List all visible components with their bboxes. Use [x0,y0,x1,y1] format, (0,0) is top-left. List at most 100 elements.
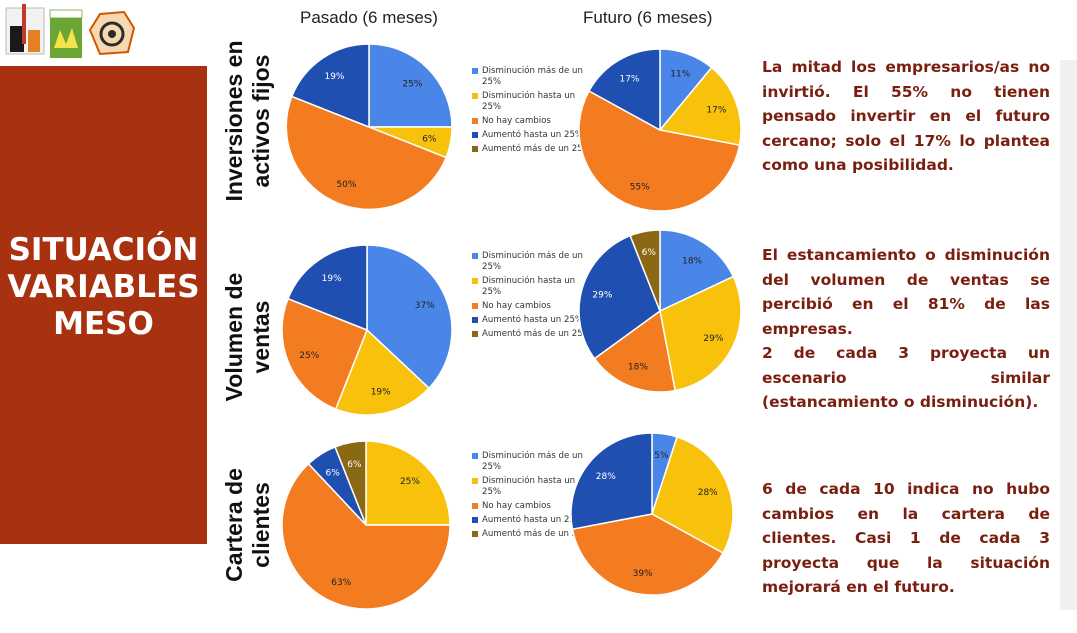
legend-item: Aumentó más de un 25% [472,529,592,540]
side-title: SITUACIÓN VARIABLES MESO [7,232,199,343]
pie-slice [281,462,451,610]
legend-item: Aumentó hasta un 25% [472,515,592,526]
legend-swatch [472,68,478,74]
pie-data-label: 19% [324,72,344,82]
agronomy-logo [49,9,83,58]
pie-chart-3: 37% 19% 25% 19% [281,244,453,416]
legend-swatch [472,278,478,284]
pie-data-label: 28% [698,488,718,498]
pie-data-label: 55% [630,182,650,192]
legend-item: Disminución hasta un 25% [472,91,592,113]
legend-inversiones: Disminución más de un 25% Disminución ha… [472,66,592,158]
legend-ventas: Disminución más de un 25% Disminución ha… [472,251,592,343]
legend-label: Aumentó más de un 25% [482,529,591,539]
pie-data-label: 29% [592,290,612,300]
description-ventas: El estancamiento o disminución del volum… [762,243,1050,415]
legend-item: Disminución hasta un 25% [472,476,592,498]
legend-swatch [472,118,478,124]
pie-slice [588,48,661,132]
legend-label: Aumentó hasta un 25% [482,515,584,525]
pie-slice [334,440,367,526]
pie-data-label: 39% [633,569,653,579]
pie-data-label: 6% [326,469,341,479]
pie-data-label: 63% [331,578,351,588]
pie-data-label: 6% [642,248,657,258]
pie-slice [285,95,448,211]
institution-logos [5,4,136,58]
legend-swatch [472,317,478,323]
pie-chart-6: 5% 28% 39% 28% [570,432,734,596]
description-paragraph: La mitad los empresarios/as no invirtió.… [762,58,1050,174]
description-paragraph: 2 de cada 3 proyecta un escenario simila… [762,344,1050,411]
pie-slice [629,229,661,312]
legend-label: Disminución hasta un 25% [482,276,576,297]
pie-slice [571,513,724,596]
legend-label: Disminución más de un 25% [482,451,583,472]
legend-swatch [472,453,478,459]
legend-swatch [472,531,478,537]
legend-item: No hay cambios [472,301,592,312]
pie-data-label: 19% [322,274,342,284]
column-header-past: Pasado (6 meses) [300,8,438,27]
side-title-line: VARIABLES [7,269,200,305]
legend-item: Aumentó hasta un 25% [472,130,592,141]
pie-slice [366,244,453,390]
legend-item: No hay cambios [472,116,592,127]
legend-item: No hay cambios [472,501,592,512]
pie-slice [659,229,735,313]
pie-data-label: 50% [336,180,356,190]
legend-label: Disminución más de un 25% [482,251,583,272]
legend-label: Aumentó hasta un 25% [482,130,584,140]
pie-slice [578,234,661,360]
legend-label: Disminución hasta un 25% [482,476,576,497]
pie-slice [593,309,677,393]
legend-label: No hay cambios [482,116,551,126]
pie-chart-2: 11% 17% 55% 17% [578,48,742,212]
side-title-line: MESO [53,306,154,342]
pie-data-label: 6% [422,135,437,145]
pie-data-label: 18% [628,363,648,373]
pie-chart-4: 18% 29% 18% 29% 6% [578,229,742,393]
pie-slice [651,436,734,555]
legend-label: Aumentó más de un 25% [482,144,591,154]
description-clientes: 6 de cada 10 indica no hubo cambios en l… [762,477,1050,600]
slide-edge-strip [1060,60,1077,610]
pie-slice [281,297,368,411]
legend-swatch [472,303,478,309]
pie-slice [570,432,653,531]
side-title-line: SITUACIÓN [8,232,199,268]
legend-swatch [472,93,478,99]
description-paragraph: 6 de cada 10 indica no hubo cambios en l… [762,480,1050,596]
university-logo [5,4,45,55]
pie-slice [659,275,742,392]
pie-chart-1: 25% 6% 50% 19% [285,43,453,211]
legend-swatch [472,331,478,337]
pie-data-label: 5% [654,451,669,461]
pie-slice [286,244,368,332]
pie-data-label: 19% [371,387,391,397]
legend-swatch [472,146,478,152]
pie-data-label: 11% [670,70,690,80]
pie-data-label: 17% [706,106,726,116]
pie-data-label: 25% [402,80,422,90]
legend-item: Disminución más de un 25% [472,251,592,273]
legend-clientes: Disminución más de un 25% Disminución ha… [472,451,592,543]
legend-item: Disminución más de un 25% [472,66,592,88]
legend-swatch [472,478,478,484]
pie-data-label: 25% [299,351,319,361]
side-title-panel: SITUACIÓN VARIABLES MESO [0,66,207,544]
pie-slice [290,43,370,129]
pie-data-label: 37% [415,301,435,311]
legend-label: No hay cambios [482,501,551,511]
legend-item: Disminución más de un 25% [472,451,592,473]
pie-data-label: 28% [596,472,616,482]
pie-slice [578,89,741,212]
legend-label: Disminución más de un 25% [482,66,583,87]
pie-slice [368,43,453,128]
legend-item: Disminución hasta un 25% [472,276,592,298]
seal-logo [88,10,136,56]
legend-item: Aumentó más de un 25% [472,329,592,340]
pie-data-label: 18% [682,256,702,266]
pie-data-label: 29% [703,334,723,344]
